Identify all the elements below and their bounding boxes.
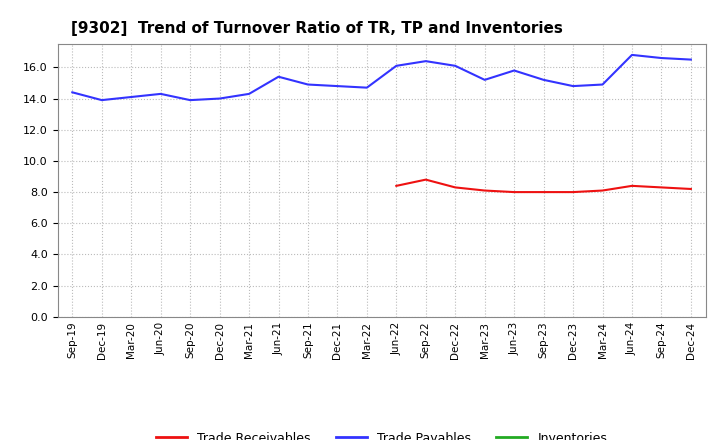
Text: [9302]  Trend of Turnover Ratio of TR, TP and Inventories: [9302] Trend of Turnover Ratio of TR, TP… xyxy=(71,21,562,36)
Legend: Trade Receivables, Trade Payables, Inventories: Trade Receivables, Trade Payables, Inven… xyxy=(151,427,612,440)
